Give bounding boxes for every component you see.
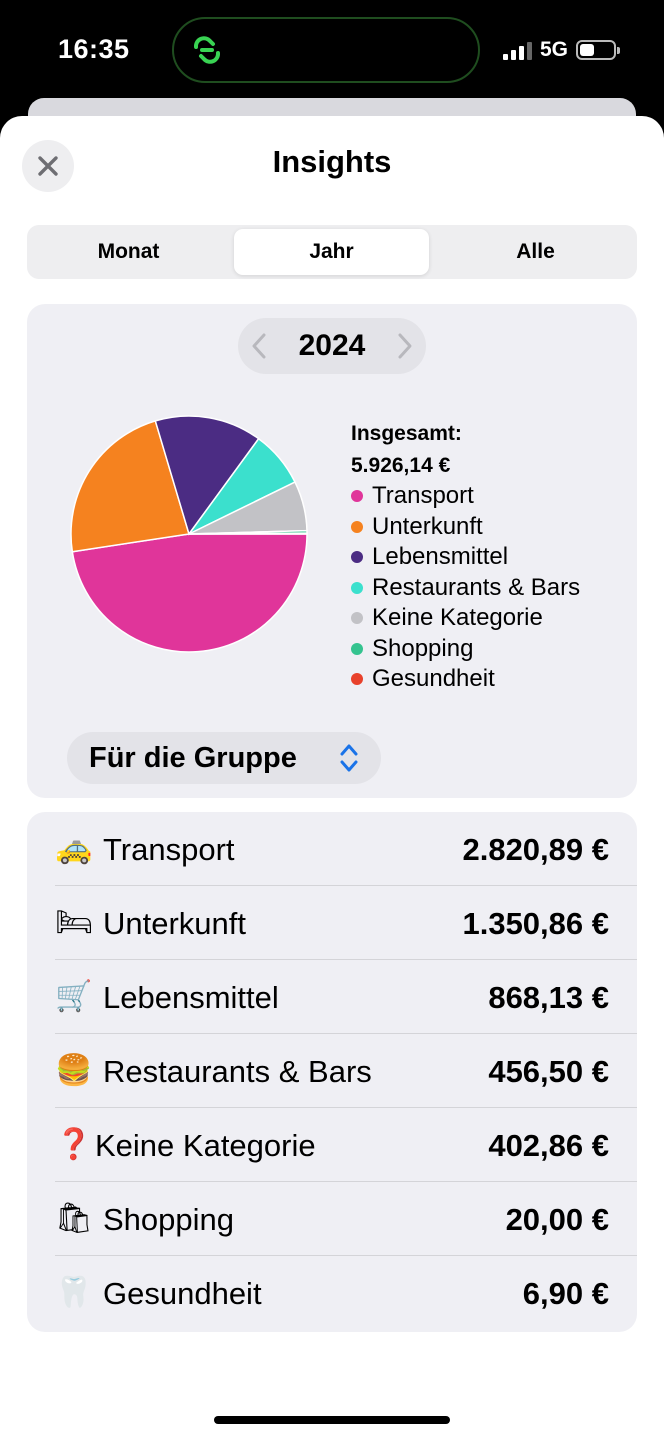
period-segmented-control: Monat Jahr Alle <box>27 225 637 279</box>
legend-label: Unterkunft <box>372 512 483 540</box>
status-bar: 16:35 5G <box>0 0 664 100</box>
legend-item: Lebensmittel <box>351 542 631 573</box>
pie-slice-transport <box>71 533 308 653</box>
pie-slice-lebensmittel <box>154 415 260 536</box>
list-item[interactable]: 🍔 Restaurants & Bars 456,50 € <box>27 1034 637 1108</box>
signal-icon <box>502 40 532 60</box>
legend-dot <box>351 490 363 503</box>
legend-item: Shopping <box>351 634 631 665</box>
shopping-cart-icon: 🛒 <box>55 979 93 1014</box>
legend-dot <box>351 612 363 625</box>
battery-icon <box>576 40 620 60</box>
shopping-bags-icon: 🛍 <box>55 1201 94 1236</box>
category-amount: 6,90 € <box>522 1276 609 1311</box>
total-label: Insgesamt: <box>351 422 462 445</box>
legend-dot <box>351 642 363 655</box>
chart-legend: Insgesamt: 5.926,14 € Transport Unterkun… <box>351 418 631 695</box>
close-icon <box>38 156 58 176</box>
chevron-left-icon[interactable] <box>248 332 272 360</box>
legend-dot <box>351 551 363 564</box>
category-amount: 20,00 € <box>505 1202 609 1237</box>
home-indicator[interactable] <box>214 1416 450 1424</box>
tooth-icon: 🦷 <box>55 1275 93 1310</box>
divider <box>55 1107 637 1108</box>
list-item[interactable]: 🚕 Transport 2.820,89 € <box>27 812 637 886</box>
insights-sheet: Insights Monat Jahr Alle 2024 Insgesamt:… <box>0 116 664 1440</box>
tab-alle[interactable]: Alle <box>516 240 555 263</box>
app-link-icon <box>194 36 220 64</box>
group-selector[interactable]: Für die Gruppe <box>67 732 381 784</box>
divider <box>55 1181 637 1182</box>
legend-dot <box>351 520 363 533</box>
legend-item: Unterkunft <box>351 512 631 543</box>
divider <box>55 885 637 886</box>
legend-label: Transport <box>372 482 474 509</box>
legend-item: Transport <box>351 481 631 512</box>
category-name: Gesundheit <box>103 1276 262 1311</box>
category-amount: 402,86 € <box>488 1128 609 1163</box>
chevron-right-icon[interactable] <box>392 332 416 360</box>
category-name: Lebensmittel <box>103 980 279 1015</box>
legend-label: Keine Kategorie <box>372 604 543 631</box>
legend-label: Gesundheit <box>372 665 495 692</box>
list-item[interactable]: 🛒 Lebensmittel 868,13 € <box>27 960 637 1034</box>
divider <box>55 959 637 960</box>
category-amount: 868,13 € <box>488 980 609 1015</box>
pie-slice-gesundheit <box>188 532 308 535</box>
question-mark-icon: ❓ <box>55 1127 93 1162</box>
category-name: Restaurants & Bars <box>103 1054 372 1089</box>
status-time: 16:35 <box>58 34 130 64</box>
dynamic-island[interactable] <box>172 17 480 83</box>
legend-item: Keine Kategorie <box>351 603 631 634</box>
category-name: Keine Kategorie <box>95 1128 316 1163</box>
total-value: 5.926,14 € <box>351 454 451 477</box>
chart-card: 2024 Insgesamt: 5.926,14 € Transport Unt… <box>27 304 637 798</box>
legend-label: Lebensmittel <box>372 543 509 570</box>
status-indicators: 5G <box>502 38 620 62</box>
bed-icon: 🛏 <box>55 905 94 940</box>
list-item[interactable]: ❓ Keine Kategorie 402,86 € <box>27 1108 637 1182</box>
category-amount: 2.820,89 € <box>462 832 609 867</box>
year-label: 2024 <box>298 329 366 362</box>
year-selector: 2024 <box>238 318 426 374</box>
list-item[interactable]: 🛏 Unterkunft 1.350,86 € <box>27 886 637 960</box>
category-list: 🚕 Transport 2.820,89 € 🛏 Unterkunft 1.35… <box>27 812 637 1332</box>
page-title: Insights <box>272 144 392 179</box>
close-button[interactable] <box>22 140 74 192</box>
taxi-icon: 🚕 <box>55 831 93 866</box>
legend-label: Restaurants & Bars <box>372 573 581 601</box>
network-label: 5G <box>539 38 568 61</box>
divider <box>55 1255 637 1256</box>
legend-dot <box>351 673 363 686</box>
burger-icon: 🍔 <box>55 1053 93 1088</box>
chevron-up-down-icon <box>340 744 358 772</box>
legend-item: Restaurants & Bars <box>351 573 631 604</box>
legend-dot <box>351 581 363 594</box>
list-item[interactable]: 🛍 Shopping 20,00 € <box>27 1182 637 1256</box>
battery-fill <box>580 44 595 56</box>
pie-slice-unterkunft <box>70 419 190 553</box>
group-selector-label: Für die Gruppe <box>89 742 297 774</box>
tab-jahr[interactable]: Jahr <box>234 229 429 275</box>
tab-monat[interactable]: Monat <box>97 240 160 263</box>
legend-label: Shopping <box>372 634 474 662</box>
category-amount: 456,50 € <box>488 1054 609 1089</box>
category-name: Transport <box>103 832 235 867</box>
pie-chart <box>70 415 308 653</box>
category-name: Shopping <box>103 1202 235 1237</box>
category-amount: 1.350,86 € <box>462 906 609 941</box>
legend-item: Gesundheit <box>351 664 631 695</box>
list-item[interactable]: 🦷 Gesundheit 6,90 € <box>27 1256 637 1330</box>
divider <box>55 1033 637 1034</box>
category-name: Unterkunft <box>103 906 247 941</box>
